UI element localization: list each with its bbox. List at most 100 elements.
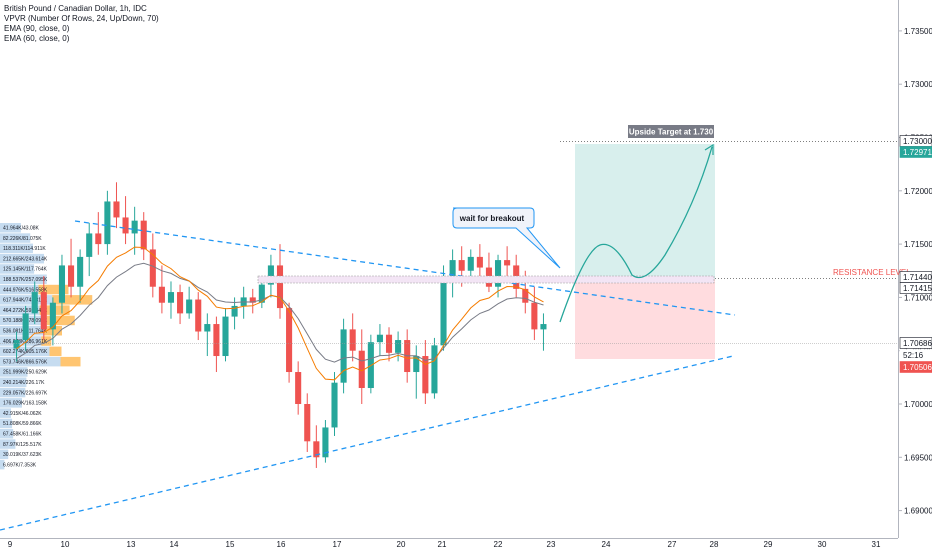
legend-ema90: EMA (90, close, 0) (4, 24, 70, 33)
price-tag-stop: 1.70506 (903, 363, 932, 372)
y-tick-label: 1.72000 (904, 187, 932, 196)
vp-label: 240.214K/226.17K (3, 380, 45, 386)
candle-body (422, 356, 429, 394)
x-tick-label: 17 (333, 540, 342, 549)
vp-bar-up (0, 274, 47, 284)
x-tick-label: 16 (277, 540, 286, 549)
position-zones (575, 144, 715, 359)
candle-body (167, 292, 175, 303)
vp-bar-down (41, 336, 52, 346)
vp-bar-up (0, 459, 5, 470)
candle-body (276, 265, 284, 309)
candlesticks (13, 182, 547, 468)
candle-body (213, 324, 220, 357)
vp-label: 602.274K/605.176K (3, 349, 48, 355)
vp-label: 573.746K/866.576K (3, 359, 48, 365)
y-tick-label: 1.73000 (904, 80, 932, 89)
x-tick-label: 20 (397, 540, 406, 549)
price-tags: 1.73000 1.72971 1.71440 1.71415 1.70686 52:16… (899, 135, 932, 373)
vp-bar-up (0, 295, 53, 305)
candle-body (449, 260, 456, 277)
price-tag-box (899, 282, 932, 294)
target-label-box (628, 125, 714, 138)
y-tick-label: 1.73500 (904, 27, 932, 36)
candle-body (86, 233, 93, 257)
candle-body (286, 308, 293, 373)
y-tick-label: 1.69500 (904, 453, 932, 462)
ascending-trendline[interactable] (0, 355, 734, 531)
chart-legend: British Pound / Canadian Dollar, 1h, IDC… (4, 4, 159, 44)
resistance-label: RESISTANCE LEVEL (833, 268, 911, 277)
candle-body (158, 286, 165, 303)
candle-body (222, 316, 229, 357)
x-tick-label: 27 (668, 540, 677, 549)
vp-bar-down (46, 315, 75, 326)
vp-bar-up (0, 336, 42, 346)
vp-bar-up (0, 439, 16, 449)
vp-bar-up (0, 223, 21, 233)
vp-bar-up (0, 284, 39, 295)
vp-bar-up (0, 356, 61, 367)
candle-body (358, 350, 365, 389)
vp-label: 51.808K/59.866K (3, 421, 42, 427)
price-tag-box (899, 146, 932, 158)
vp-label: 118.311K/114.911K (3, 246, 46, 252)
legend-vpvr: VPVR (Number Of Rows, 24, Up/Down, 70) (4, 14, 159, 23)
candle-body (122, 217, 129, 234)
ema60-line (16, 246, 544, 381)
vp-bar-up (0, 326, 44, 336)
price-tag-box (899, 361, 932, 373)
vp-bar-up (0, 253, 44, 264)
descending-trendline[interactable] (74, 220, 736, 316)
vp-bar-up (0, 264, 35, 274)
vp-label: 82.226K/81.075K (3, 236, 42, 242)
candle-body (149, 249, 156, 287)
candle-body (440, 276, 447, 346)
candle-body (531, 302, 538, 330)
vp-bar-up (0, 346, 50, 357)
x-tick-label: 29 (764, 540, 773, 549)
breakout-label: wait for breakout (459, 214, 525, 223)
candle-body (349, 329, 356, 351)
breakout-callout[interactable] (452, 207, 561, 269)
candle-body (340, 329, 347, 383)
x-tick-label: 31 (872, 540, 881, 549)
vp-label: 87.97K/125.517K (3, 442, 42, 448)
price-tag-last: 1.70686 (903, 339, 932, 348)
x-tick-label: 24 (602, 540, 611, 549)
candle-body (267, 265, 274, 285)
target-label: Upside Target at 1.730 (629, 128, 714, 137)
vp-label: 212.665K/243.614K (3, 256, 48, 262)
candle-body (140, 220, 147, 250)
vp-label: 6.697K/7.353K (3, 462, 37, 468)
candle-body (40, 292, 47, 330)
projected-path[interactable] (559, 146, 713, 323)
legend-title: British Pound / Canadian Dollar, 1h, IDC (4, 4, 147, 13)
candle-body (13, 340, 20, 349)
candle-body (186, 299, 193, 314)
vp-bar-up (0, 449, 9, 460)
x-tick-label: 13 (127, 540, 136, 549)
y-tick-label: 1.69000 (904, 507, 932, 516)
candle-body (476, 256, 483, 268)
vp-bar-down (49, 346, 62, 357)
candle-body (22, 313, 29, 341)
vp-bar-up (0, 367, 28, 377)
vp-bar-up (0, 429, 14, 439)
candle-body (458, 260, 465, 271)
x-tick-label: 21 (438, 540, 447, 549)
candle-body (58, 265, 66, 303)
vp-bar-up (0, 377, 27, 387)
price-tag-countdown: 52:16 (903, 351, 924, 360)
resistance-band[interactable] (257, 275, 715, 284)
vp-label: 125.145K/117.764K (3, 267, 48, 273)
candle-body (31, 292, 38, 314)
x-tick-label: 10 (61, 540, 70, 549)
candle-body (177, 292, 184, 314)
candle-body (295, 372, 302, 404)
vp-label: 67.458K/61.166K (3, 432, 42, 438)
x-tick-label: 14 (170, 540, 179, 549)
x-tick-label: 28 (710, 540, 719, 549)
price-tag-resistance: 1.71415 (903, 284, 932, 293)
